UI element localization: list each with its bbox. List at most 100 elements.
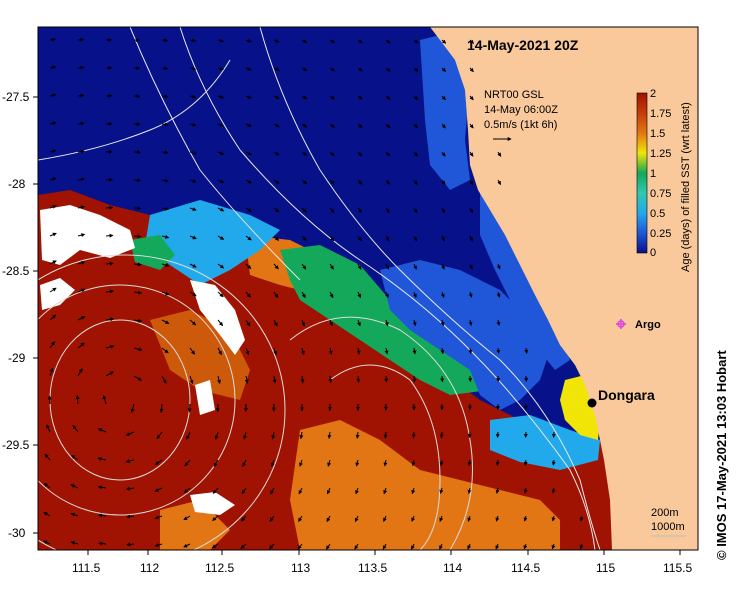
argo-label: Argo xyxy=(635,319,661,331)
current-vector-arrow xyxy=(189,375,194,385)
current-vector-arrow xyxy=(411,459,416,467)
current-vector-arrow xyxy=(217,38,224,43)
sst-green-region-2 xyxy=(130,235,175,270)
sst-blue-region xyxy=(380,260,550,410)
current-vector-arrow xyxy=(161,263,170,268)
y-tick-label: -30 xyxy=(8,526,26,540)
colorbar-tick: 0.25 xyxy=(650,228,671,240)
current-vector-arrow xyxy=(217,66,224,71)
colorbar-tick: 2 xyxy=(650,88,656,100)
current-vector-arrow xyxy=(441,151,446,157)
current-vector-arrow xyxy=(300,347,305,356)
sst-green-region xyxy=(280,245,500,395)
current-vector-arrow xyxy=(523,515,528,522)
colorbar-tick: 0.75 xyxy=(650,188,671,200)
current-vector-arrow xyxy=(357,319,361,327)
current-vector-arrow xyxy=(467,515,472,522)
current-vector-arrow xyxy=(49,232,57,237)
current-vector-arrow xyxy=(551,515,556,522)
sst-blue-region-3 xyxy=(480,190,570,370)
current-vector-arrow xyxy=(329,207,335,213)
current-vector-arrow xyxy=(273,67,280,71)
map-frame xyxy=(37,26,699,551)
current-vector-arrow xyxy=(496,319,501,326)
current-vector-arrow xyxy=(497,179,502,186)
current-vector-arrow xyxy=(270,487,275,495)
current-vector-arrow xyxy=(245,263,252,270)
current-vector-arrow xyxy=(49,341,56,349)
current-vector-arrow xyxy=(413,207,418,214)
current-vector-arrow xyxy=(329,123,335,128)
place-label-dongara: Dongara xyxy=(598,387,655,403)
current-vector-arrow xyxy=(105,205,114,210)
bathymetry-contours xyxy=(38,27,601,550)
current-vector-arrow xyxy=(413,123,419,129)
current-vector-arrow xyxy=(77,93,85,98)
current-vector-arrow xyxy=(189,94,197,99)
current-vector-arrow xyxy=(413,179,418,185)
current-vector-arrow xyxy=(299,459,303,467)
current-vector-arrow xyxy=(273,207,280,213)
current-vector-arrow xyxy=(357,95,363,100)
current-vector-arrow xyxy=(301,319,306,327)
current-vector-arrow xyxy=(49,205,57,209)
current-vector-arrow xyxy=(384,347,389,355)
current-vector-arrow xyxy=(301,39,308,43)
current-vector-arrow xyxy=(354,543,359,550)
colorbar-title: Age (days) of filled SST (wrt latest) xyxy=(680,102,692,272)
current-vector-arrow xyxy=(77,149,85,154)
current-vector-arrow xyxy=(49,177,57,182)
current-vector-arrow xyxy=(413,235,418,242)
current-vector-arrow xyxy=(329,39,336,44)
current-vector-arrow xyxy=(467,543,472,550)
current-vector-arrow xyxy=(105,261,114,266)
current-vector-arrow xyxy=(297,543,303,550)
current-vector-arrow xyxy=(161,347,169,354)
current-vector-arrow xyxy=(301,67,308,72)
current-vector-arrow xyxy=(329,319,333,327)
credit-text: © IMOS 17-May-2021 13:03 Hobart xyxy=(714,350,729,560)
x-tick-label: 113 xyxy=(291,561,310,575)
current-vector-arrow xyxy=(329,151,335,157)
current-vector-arrow xyxy=(385,207,390,214)
current-vector-arrow xyxy=(245,95,252,99)
no-data-region-3 xyxy=(190,280,245,355)
current-vector-arrow xyxy=(156,431,163,440)
current-vector-arrow xyxy=(217,179,225,183)
current-vector-arrow xyxy=(243,431,247,440)
current-vector-arrow xyxy=(97,485,107,490)
current-vector-arrow xyxy=(383,459,388,467)
current-vector-arrow xyxy=(326,543,331,550)
current-vector-arrow xyxy=(77,315,86,321)
current-vector-arrow xyxy=(551,487,556,494)
current-vector-arrow xyxy=(273,179,280,184)
current-vector-arrow xyxy=(49,93,57,98)
current-vector-arrow xyxy=(133,347,143,352)
current-vector-arrow xyxy=(385,291,389,299)
current-vector-arrow xyxy=(189,178,197,183)
current-vector-arrow xyxy=(440,319,445,327)
current-vector-arrow xyxy=(240,515,247,522)
current-vector-arrow xyxy=(77,205,86,210)
current-vector-arrow xyxy=(469,123,474,129)
current-vector-arrow xyxy=(356,375,361,383)
colorbar-tick: 1 xyxy=(650,168,656,180)
current-vector-arrow xyxy=(217,319,224,327)
current-vector-arrow xyxy=(385,235,390,242)
current-vector-arrow xyxy=(468,347,473,355)
current-vector-arrow xyxy=(273,123,280,128)
current-vector-arrow xyxy=(357,151,363,157)
current-vector-arrow xyxy=(301,263,307,270)
current-vector-arrow xyxy=(72,424,79,433)
current-vector-arrow xyxy=(189,38,197,43)
current-vector-arrow xyxy=(154,487,163,492)
current-vector-arrow xyxy=(523,543,528,550)
current-vector-arrow xyxy=(43,482,51,489)
current-vector-arrow xyxy=(383,487,388,495)
current-vector-arrow xyxy=(412,375,417,383)
current-vector-arrow xyxy=(183,515,191,521)
current-vector-arrow xyxy=(441,95,446,101)
current-vector-arrow xyxy=(212,487,219,494)
current-vector-arrow xyxy=(496,291,501,298)
vector-scale-label: 0.5m/s (1kt 6h) xyxy=(484,119,557,131)
